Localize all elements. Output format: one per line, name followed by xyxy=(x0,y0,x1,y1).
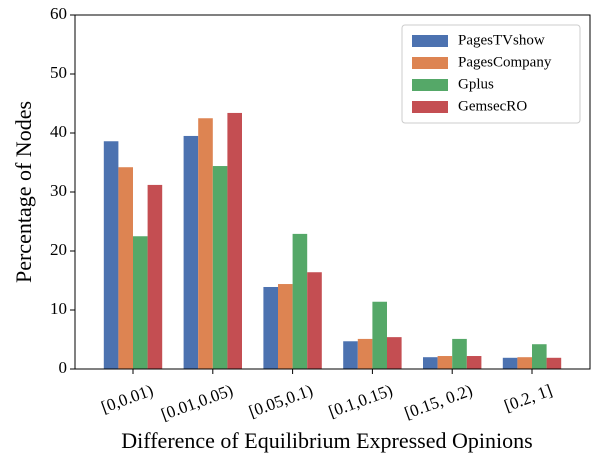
x-tick-label: [0.05,0.1) xyxy=(246,381,315,422)
y-tick-label: 10 xyxy=(50,299,67,318)
x-tick-label: [0.2, 1] xyxy=(502,381,555,416)
x-axis-label: Difference of Equilibrium Expressed Opin… xyxy=(121,428,532,453)
bar xyxy=(357,338,373,369)
y-tick-label: 60 xyxy=(50,4,67,23)
bar xyxy=(278,284,293,369)
bar xyxy=(343,341,358,369)
y-tick-label: 40 xyxy=(50,122,67,141)
bar xyxy=(212,166,228,369)
legend-swatch xyxy=(412,35,448,47)
bar xyxy=(263,286,278,369)
bar xyxy=(546,357,562,369)
bar xyxy=(517,357,532,369)
bar xyxy=(118,167,133,369)
legend-swatch xyxy=(412,57,448,69)
bar xyxy=(372,301,387,369)
bar xyxy=(502,357,518,369)
bar xyxy=(147,184,163,369)
x-tick-label: [0.01,0.05) xyxy=(158,381,235,425)
y-tick-label: 20 xyxy=(50,240,67,259)
y-axis-label: Percentage of Nodes xyxy=(11,101,36,283)
x-tick-label: [0.1,0.15) xyxy=(326,381,395,422)
bar xyxy=(387,337,402,369)
x-tick-label: [0,0.01) xyxy=(99,381,156,417)
x-tick-label: [0.15, 0.2) xyxy=(402,381,475,423)
bar xyxy=(103,141,119,369)
legend-label: GemsecRO xyxy=(458,98,527,114)
bar xyxy=(466,356,482,369)
bar xyxy=(423,357,438,369)
y-tick-label: 30 xyxy=(50,181,67,200)
bar xyxy=(198,118,213,369)
bar xyxy=(183,135,199,369)
bar xyxy=(437,356,453,369)
legend-swatch xyxy=(412,101,448,113)
bar xyxy=(532,344,547,369)
y-tick-label: 0 xyxy=(59,358,68,377)
legend: PagesTVshow PagesCompany Gplus GemsecRO xyxy=(401,24,581,124)
y-tick-label: 50 xyxy=(50,63,67,82)
legend-label: PagesCompany xyxy=(458,54,552,70)
legend-box xyxy=(401,24,581,124)
legend-swatch xyxy=(412,79,448,91)
bar xyxy=(133,236,148,369)
bar xyxy=(452,338,467,369)
legend-label: Gplus xyxy=(458,76,494,92)
legend-label: PagesTVshow xyxy=(458,32,545,48)
axes-frame xyxy=(74,14,591,370)
bar xyxy=(292,233,308,369)
bar xyxy=(307,272,322,369)
bar xyxy=(227,112,242,369)
